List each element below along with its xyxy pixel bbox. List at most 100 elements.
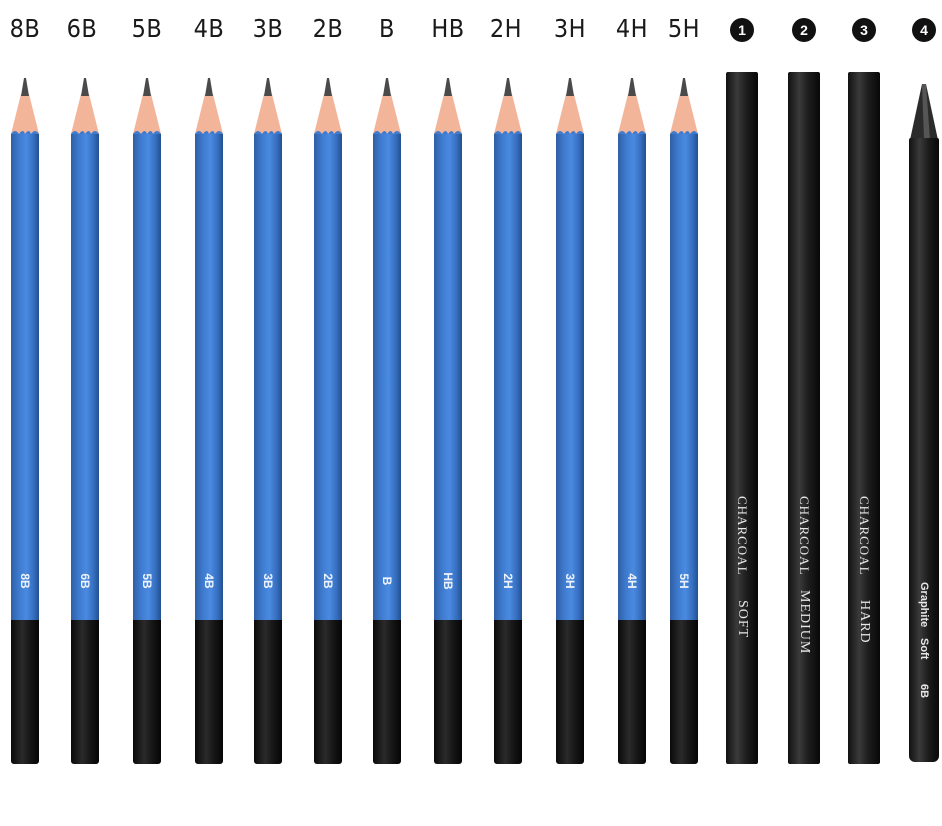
pencil-tip bbox=[434, 78, 462, 142]
grade-stamp: 2B bbox=[321, 573, 335, 589]
graphite-lead bbox=[205, 78, 213, 96]
grade-label: 3H bbox=[553, 14, 587, 43]
pencil-tip bbox=[71, 78, 99, 142]
pencil-end bbox=[373, 620, 401, 764]
hardness-label: HARD bbox=[857, 600, 872, 644]
pencil-end bbox=[133, 620, 161, 764]
hardness-label: SOFT bbox=[735, 600, 750, 639]
pencil-tip bbox=[373, 78, 401, 142]
pencil-end bbox=[434, 620, 462, 764]
grade-label: 4B bbox=[193, 14, 225, 43]
graphite-lead bbox=[504, 78, 512, 96]
charcoal-label: CHARCOAL bbox=[735, 496, 750, 576]
charcoal-pencil bbox=[726, 72, 758, 764]
charcoal-label: CHARCOAL bbox=[857, 496, 872, 576]
pencil-tip bbox=[254, 78, 282, 142]
wood-cone bbox=[670, 94, 698, 134]
pencil-body bbox=[618, 134, 646, 622]
wood-cone bbox=[373, 94, 401, 134]
grade-stamp: HB bbox=[441, 572, 455, 590]
wood-cone bbox=[556, 94, 584, 134]
graphite-hardness: 6B bbox=[918, 684, 930, 699]
pencil-body bbox=[71, 134, 99, 622]
graphite-lead bbox=[566, 78, 574, 96]
wood-cone bbox=[314, 94, 342, 134]
pencil-tip bbox=[11, 78, 39, 142]
grade-stamp: B bbox=[380, 576, 394, 586]
grade-stamp: 5H bbox=[677, 573, 691, 589]
pencil-tip bbox=[133, 78, 161, 142]
pencil-body bbox=[373, 134, 401, 622]
grade-label: HB bbox=[431, 14, 465, 43]
wood-cone bbox=[11, 94, 39, 134]
grade-label: 2H bbox=[489, 14, 523, 43]
number-badge: 3 bbox=[852, 18, 876, 42]
grade-stamp: 4B bbox=[202, 573, 216, 589]
pencil-body bbox=[670, 134, 698, 622]
charcoal-pencil bbox=[848, 72, 880, 764]
grade-stamp: 6B bbox=[78, 573, 92, 589]
pencil-body bbox=[11, 134, 39, 622]
wood-cone bbox=[434, 94, 462, 134]
grade-label: 8B bbox=[9, 14, 41, 43]
pencil-body bbox=[494, 134, 522, 622]
grade-label: 6B bbox=[66, 14, 98, 43]
pencil-body bbox=[254, 134, 282, 622]
pencil-tip bbox=[556, 78, 584, 142]
pencil-end bbox=[71, 620, 99, 764]
wood-cone bbox=[618, 94, 646, 134]
grade-label: 3B bbox=[252, 14, 284, 43]
pencil-body bbox=[133, 134, 161, 622]
wood-cone bbox=[254, 94, 282, 134]
pencil-tip bbox=[195, 78, 223, 142]
pencil-end bbox=[314, 620, 342, 764]
graphite-lead bbox=[680, 78, 688, 96]
grade-stamp: 3H bbox=[563, 573, 577, 589]
wood-cone bbox=[494, 94, 522, 134]
pencil-end bbox=[11, 620, 39, 764]
grade-label: 5H bbox=[667, 14, 701, 43]
grade-stamp: 4H bbox=[625, 573, 639, 589]
pencil-body bbox=[314, 134, 342, 622]
grade-stamp: 2H bbox=[501, 573, 515, 589]
pencil-tip bbox=[670, 78, 698, 142]
graphite-lead bbox=[324, 78, 332, 96]
number-badge: 1 bbox=[730, 18, 754, 42]
grade-label: B bbox=[379, 14, 395, 43]
number-badge: 2 bbox=[792, 18, 816, 42]
pencil-end bbox=[556, 620, 584, 764]
hardness-label: MEDIUM bbox=[797, 590, 812, 655]
grade-stamp: 5B bbox=[140, 573, 154, 589]
graphite-pencil bbox=[909, 138, 939, 762]
pencil-end bbox=[494, 620, 522, 764]
graphite-lead bbox=[81, 78, 89, 96]
graphite-lead bbox=[143, 78, 151, 96]
charcoal-pencil bbox=[788, 72, 820, 764]
grade-label: 5B bbox=[131, 14, 163, 43]
pencil-end bbox=[670, 620, 698, 764]
pencil-end bbox=[618, 620, 646, 764]
number-badge: 4 bbox=[912, 18, 936, 42]
wood-cone bbox=[195, 94, 223, 134]
pencil-body bbox=[434, 134, 462, 622]
pencil-body bbox=[195, 134, 223, 622]
graphite-pencil-tip bbox=[910, 84, 938, 140]
graphite-grade-label: Soft bbox=[918, 638, 930, 660]
pencil-end bbox=[195, 620, 223, 764]
wood-cone bbox=[133, 94, 161, 134]
grade-stamp: 3B bbox=[261, 573, 275, 589]
pencil-end bbox=[254, 620, 282, 764]
graphite-lead bbox=[444, 78, 452, 96]
wood-cone bbox=[71, 94, 99, 134]
pencil-tip bbox=[494, 78, 522, 142]
pencil-body bbox=[556, 134, 584, 622]
charcoal-label: CHARCOAL bbox=[797, 496, 812, 576]
graphite-lead bbox=[383, 78, 391, 96]
pencil-tip bbox=[618, 78, 646, 142]
grade-label: 2B bbox=[312, 14, 344, 43]
grade-stamp: 8B bbox=[18, 573, 32, 589]
graphite-lead bbox=[264, 78, 272, 96]
graphite-lead bbox=[21, 78, 29, 96]
graphite-label: Graphite bbox=[918, 582, 930, 628]
